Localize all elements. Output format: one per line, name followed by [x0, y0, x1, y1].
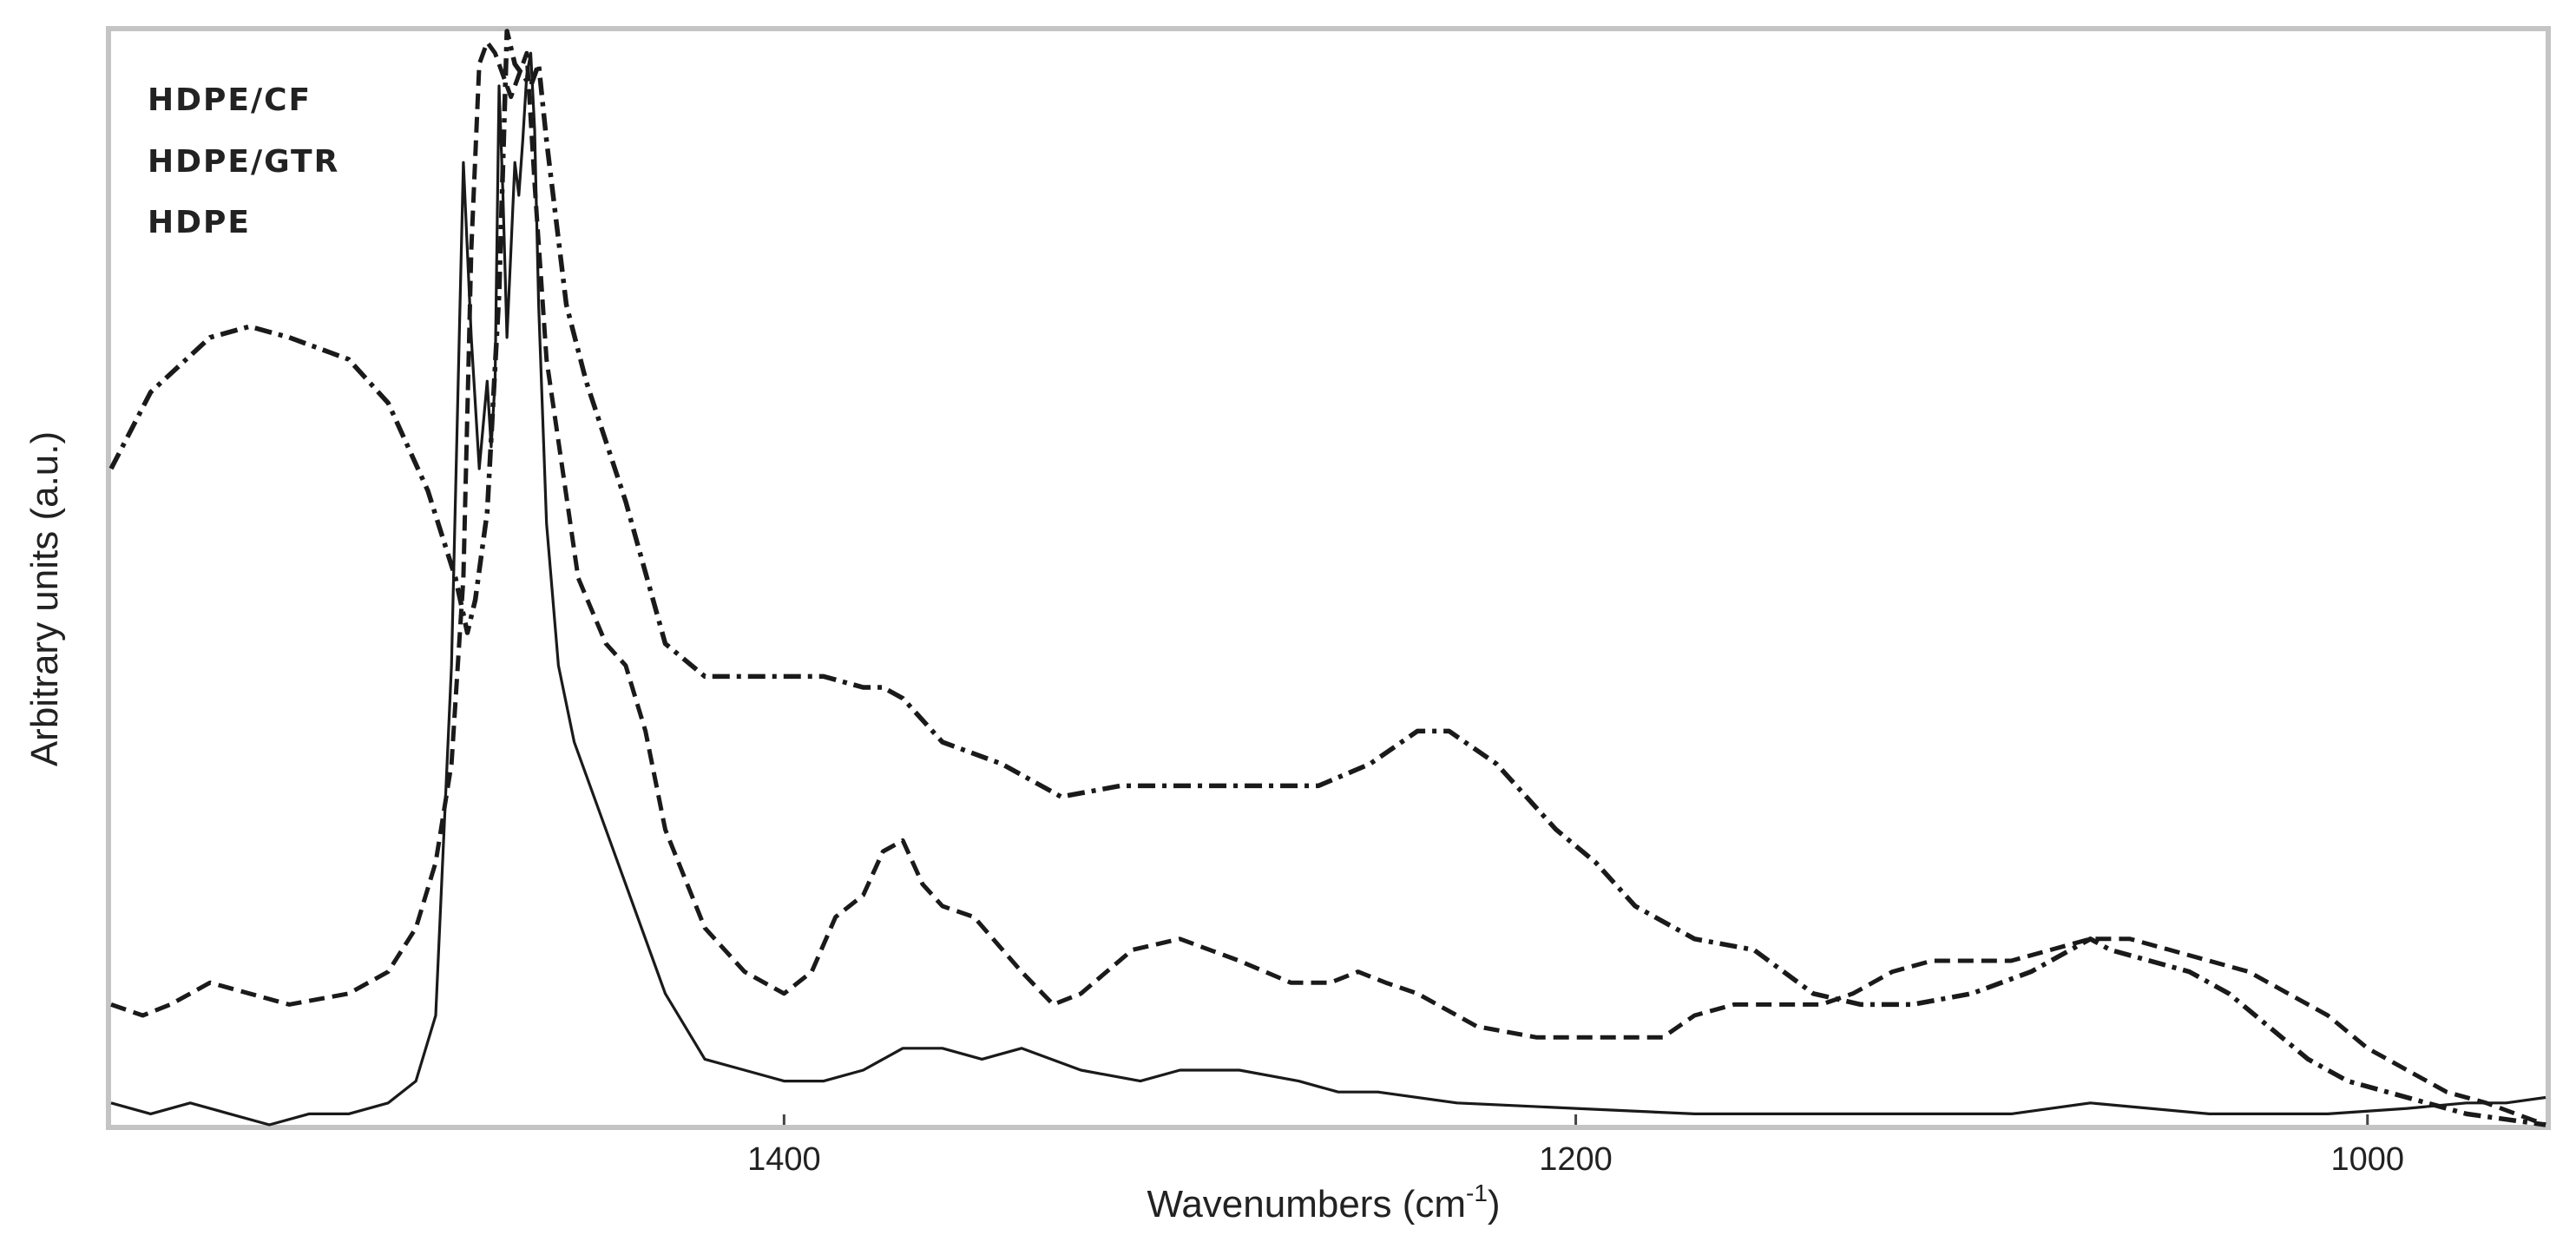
- legend: HDPE/CF HDPE/GTR HDPE: [148, 82, 339, 240]
- x-axis-label-superscript: -1: [1466, 1179, 1488, 1206]
- x-axis-label-main: Wavenumbers (cm: [1147, 1183, 1466, 1225]
- x-tick-label-1200: 1200: [1539, 1141, 1613, 1178]
- series-line-hdpe: [110, 51, 2546, 1127]
- x-tick-label-1400: 1400: [747, 1141, 821, 1178]
- x-tick-label-1000: 1000: [2330, 1141, 2404, 1178]
- legend-label-hdpe-gtr: HDPE/GTR: [148, 144, 339, 180]
- legend-label-hdpe: HDPE: [148, 205, 251, 240]
- x-axis-label-tail: ): [1488, 1183, 1501, 1225]
- legend-label-hdpe-cf: HDPE/CF: [148, 82, 312, 118]
- x-tick-layer: 1400 1200 1000: [747, 1114, 2404, 1178]
- series-layer: [108, 29, 2546, 1127]
- y-axis-label: Arbitrary units (a.u.): [23, 431, 66, 766]
- series-line-hdpe-cf: [108, 29, 2546, 1127]
- x-axis-label: Wavenumbers (cm-1): [1147, 1179, 1500, 1225]
- series-line-hdpe-gtr: [110, 40, 2546, 1127]
